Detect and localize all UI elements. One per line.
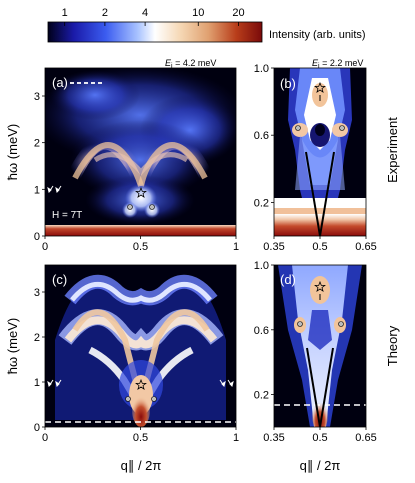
colorbar-tick-label: 20 — [232, 7, 244, 19]
colorbar: 1 2 4 10 20 Intensity (arb. units) — [47, 7, 366, 43]
panel-d: (d) 0.35 0.5 0.65 0.2 0.6 1.0 — [254, 260, 377, 444]
y-tick-label: 2 — [34, 138, 40, 150]
x-tick-label: 0.5 — [312, 241, 327, 253]
y-tick-label: 1 — [34, 184, 40, 196]
x-tick-label: 0.65 — [355, 241, 376, 253]
row-label-experiment: Experiment — [385, 117, 400, 183]
panel-a: (a) H = 7T Ei = 4.2 meV 0 0.5 1 0 1 2 3 — [34, 58, 239, 253]
panel-d-axes: 0.35 0.5 0.65 0.2 0.6 1.0 — [254, 260, 377, 444]
y-tick-label: 2 — [34, 332, 40, 344]
colorbar-tick-label: 10 — [192, 7, 204, 19]
y-tick-label: 0.6 — [254, 325, 269, 337]
panel-c-label: (c) — [52, 272, 67, 287]
x-axis-title-left: q∥ / 2π — [121, 458, 162, 473]
panel-d-label: (d) — [280, 272, 296, 287]
panel-b-axes: 0.35 0.5 0.65 0.2 0.6 1.0 — [254, 63, 377, 253]
y-tick-label: 0 — [34, 422, 40, 434]
panel-a-axes: 0 0.5 1 0 1 2 3 — [34, 91, 239, 253]
y-tick-label: 0.2 — [254, 197, 269, 209]
y-axis-title-top: ħω (meV) — [5, 124, 20, 180]
y-tick-label: 3 — [34, 287, 40, 299]
x-axis-title-right: q∥ / 2π — [300, 458, 341, 473]
y-tick-label: 3 — [34, 91, 40, 103]
y-tick-label: 1 — [34, 377, 40, 389]
panel-c: (c) 0 0.5 1 0 1 2 3 — [34, 264, 239, 444]
panel-a-field: H = 7T — [52, 210, 82, 221]
y-tick-label: 1.0 — [254, 260, 269, 272]
colorbar-gradient — [47, 21, 263, 43]
colorbar-tick-label: 4 — [142, 7, 148, 19]
panel-b-label: (b) — [280, 76, 296, 91]
y-tick-label: 1.0 — [254, 63, 269, 75]
x-tick-label: 0 — [42, 432, 48, 444]
y-tick-label: 0 — [34, 231, 40, 243]
panel-b: (b) Ei = 2.2 meV 0.35 0.5 0.65 0.2 0.6 1.0 — [254, 58, 377, 253]
x-tick-label: 1 — [233, 432, 239, 444]
x-tick-label: 0.35 — [263, 241, 284, 253]
colorbar-ticks: 1 2 4 10 20 — [62, 7, 245, 26]
x-tick-label: 0.5 — [133, 432, 148, 444]
x-tick-label: 0.5 — [133, 241, 148, 253]
panel-a-energy: Ei = 4.2 meV — [165, 58, 216, 70]
colorbar-tick-label: 1 — [62, 7, 68, 19]
panel-a-label: (a) — [52, 75, 68, 90]
colorbar-label: Intensity (arb. units) — [269, 29, 366, 41]
x-tick-label: 0.5 — [312, 432, 327, 444]
x-tick-label: 0.65 — [355, 432, 376, 444]
panel-c-axes: 0 0.5 1 0 1 2 3 — [34, 287, 239, 444]
row-label-theory: Theory — [385, 325, 400, 366]
panel-b-energy: Ei = 2.2 meV — [312, 58, 363, 70]
x-tick-label: 1 — [233, 241, 239, 253]
colorbar-tick-label: 2 — [102, 7, 108, 19]
x-tick-label: 0 — [42, 241, 48, 253]
y-axis-title-bottom: ħω (meV) — [5, 318, 20, 374]
x-tick-label: 0.35 — [263, 432, 284, 444]
y-tick-label: 0.6 — [254, 130, 269, 142]
y-tick-label: 0.2 — [254, 390, 269, 402]
